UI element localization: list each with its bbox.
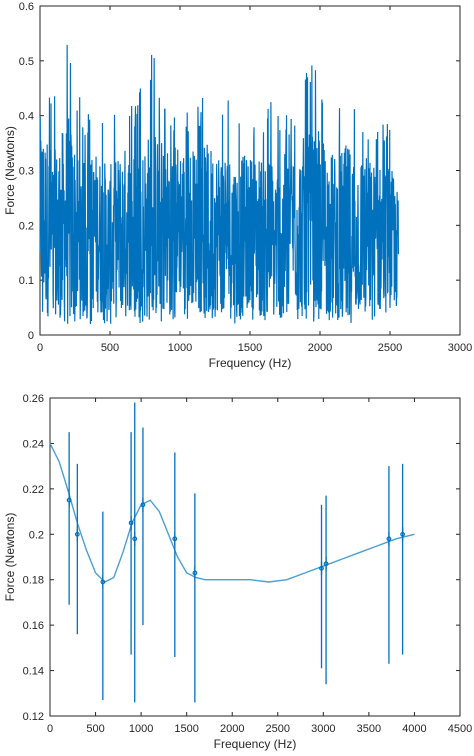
y-axis-label: Force (Newtons) bbox=[3, 126, 17, 215]
y-tick-label: 0.12 bbox=[23, 711, 44, 723]
y-tick-label: 0.3 bbox=[19, 166, 34, 178]
x-tick-label: 3000 bbox=[448, 342, 472, 354]
data-point bbox=[140, 502, 146, 508]
y-tick-label: 0.2 bbox=[29, 529, 44, 541]
top-chart: 0 500 1000 1500 2000 2500 3000 0 0.1 0.2 0.3 0.4 0.5… bbox=[3, 1, 472, 370]
y-tick-label: 0.14 bbox=[23, 666, 44, 678]
y-tick-label: 0.1 bbox=[19, 275, 34, 287]
data-point bbox=[66, 497, 72, 503]
force-spectrum-line bbox=[39, 44, 399, 325]
x-tick-label: 4000 bbox=[402, 723, 426, 735]
x-tick-label: 2000 bbox=[220, 723, 244, 735]
data-point bbox=[132, 536, 138, 542]
y-tick-label: 0.2 bbox=[19, 220, 34, 232]
data-point bbox=[319, 565, 324, 571]
x-tick-label: 3500 bbox=[357, 723, 381, 735]
x-axis-label: Frequency (Hz) bbox=[209, 356, 292, 370]
x-tick-label: 2500 bbox=[266, 723, 290, 735]
data-point bbox=[386, 536, 392, 542]
bottom-chart: 0 500 1000 1500 2000 2500 3000 3500 4000 4500 0.12… bbox=[3, 393, 472, 751]
y-tick-label: 0.24 bbox=[23, 438, 44, 450]
x-tick-label: 1000 bbox=[129, 723, 153, 735]
x-tick-label: 2500 bbox=[378, 342, 402, 354]
x-tick-label: 3000 bbox=[311, 723, 335, 735]
x-tick-label: 0 bbox=[47, 723, 53, 735]
x-tick-label: 2000 bbox=[308, 342, 332, 354]
data-point bbox=[192, 570, 198, 576]
data-point bbox=[128, 520, 134, 526]
fit-curve bbox=[49, 443, 415, 583]
y-tick-label: 0.4 bbox=[19, 111, 34, 123]
y-tick-label: 0.6 bbox=[19, 1, 34, 13]
y-tick-label: 0.22 bbox=[23, 484, 44, 496]
data-point bbox=[172, 536, 178, 542]
x-tick-label: 1500 bbox=[174, 723, 198, 735]
x-axis-label: Frequency (Hz) bbox=[214, 737, 297, 751]
y-tick-label: 0.5 bbox=[19, 56, 34, 68]
x-tick-label: 0 bbox=[37, 342, 43, 354]
x-tick-label: 500 bbox=[86, 723, 104, 735]
plot-frame bbox=[49, 397, 461, 717]
data-point bbox=[74, 531, 80, 537]
x-tick-label: 500 bbox=[101, 342, 119, 354]
x-tick-label: 4500 bbox=[448, 723, 472, 735]
data-point bbox=[323, 561, 329, 567]
x-tick-label: 1000 bbox=[168, 342, 192, 354]
data-point bbox=[400, 531, 406, 537]
y-axis-label: Force (Newtons) bbox=[3, 513, 17, 602]
y-tick-label: 0 bbox=[28, 330, 34, 342]
x-tick-label: 1500 bbox=[238, 342, 262, 354]
y-tick-label: 0.26 bbox=[23, 393, 44, 405]
y-tick-label: 0.16 bbox=[23, 620, 44, 632]
data-point bbox=[100, 579, 106, 585]
y-tick-label: 0.18 bbox=[23, 575, 44, 587]
